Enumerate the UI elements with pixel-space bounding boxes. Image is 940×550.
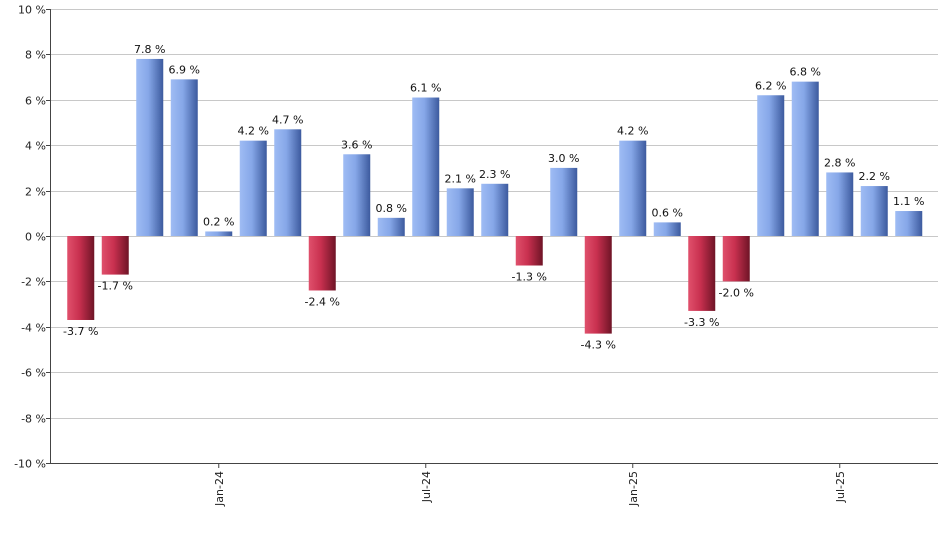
bar [170,79,198,237]
data-label: -4.3 % [581,339,616,352]
data-label: 3.6 % [341,138,372,151]
x-tick-label: Jul-25 [834,471,847,503]
data-label: 2.1 % [445,172,476,185]
data-label: 4.2 % [238,125,269,138]
bar [67,236,95,320]
y-tick-label: -4 % [21,322,46,335]
bar [550,167,578,236]
data-label: 6.1 % [410,82,441,95]
y-tick-label: 10 % [18,4,46,17]
y-tick-label: -2 % [21,276,46,289]
bar [860,186,888,236]
bar [343,154,371,236]
x-tick-label: Jan-24 [213,471,226,507]
bar [722,236,750,282]
data-label: 0.6 % [652,206,683,219]
bar [308,236,336,291]
data-label: -1.7 % [98,280,133,293]
data-label: 3.0 % [548,152,579,165]
data-label: -3.3 % [684,316,719,329]
bar [791,81,819,236]
data-label: 4.7 % [272,113,303,126]
bar [757,95,785,236]
y-tick-label: 8 % [25,49,46,62]
bar [515,236,543,266]
data-label: -2.0 % [719,286,754,299]
bar [412,97,440,236]
data-label: 0.2 % [203,215,234,228]
data-label: 0.8 % [376,202,407,215]
data-label: -1.3 % [512,271,547,284]
bar [688,236,716,311]
data-label: -3.7 % [63,325,98,338]
data-label: 2.2 % [859,170,890,183]
data-label: 7.8 % [134,43,165,56]
bar [205,231,233,236]
data-label: 6.2 % [755,79,786,92]
bar [239,140,267,236]
bar [101,236,129,275]
x-tick-label: Jan-25 [627,471,640,507]
data-label: 2.3 % [479,168,510,181]
data-label: 6.8 % [790,66,821,79]
bar [826,172,854,236]
data-label: -2.4 % [305,295,340,308]
bar [446,188,474,236]
y-tick-label: 6 % [25,95,46,108]
data-label: 1.1 % [893,195,924,208]
bar [619,140,647,236]
label-layer: -3.7 %-1.7 %7.8 %6.9 %0.2 %4.2 %4.7 %-2.… [63,43,924,352]
y-tick-label: 2 % [25,186,46,199]
axis-layer: 10 % 8 % 6 % 4 % 2 % 0 % -2 % -4 % -6 % -8 % -10 %… [14,4,938,507]
y-tick-label: 0 % [25,231,46,244]
y-tick-label: -8 % [21,413,46,426]
x-tick-label: Jul-24 [420,471,433,503]
bar [377,217,405,236]
y-tick-label: -6 % [21,367,46,380]
data-label: 4.2 % [617,125,648,138]
data-label: 2.8 % [824,156,855,169]
data-label: 6.9 % [169,63,200,76]
bar [653,222,681,236]
bar [274,129,302,236]
bar [584,236,612,334]
y-tick-label: 4 % [25,140,46,153]
bar-layer [67,58,923,334]
bar [895,211,923,236]
y-tick-label: -10 % [14,458,46,471]
bar [481,183,509,236]
bar [136,58,164,236]
